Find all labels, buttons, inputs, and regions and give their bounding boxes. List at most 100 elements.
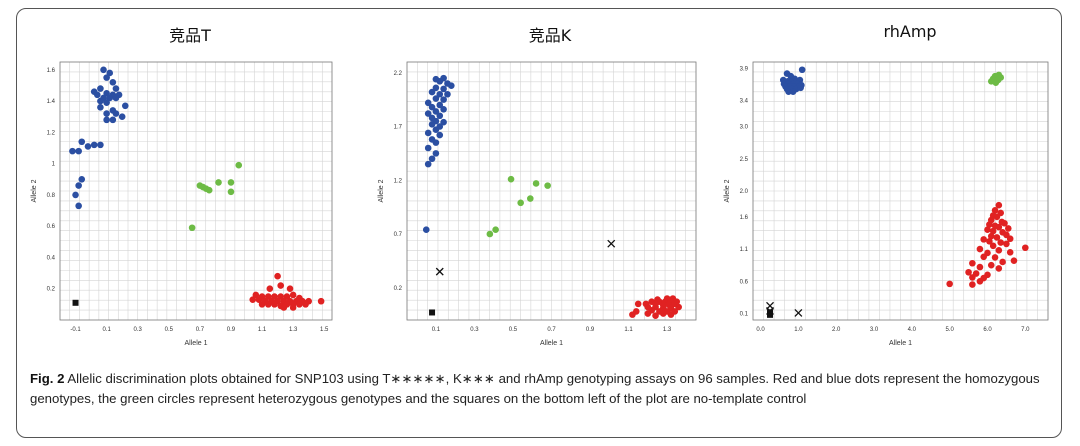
data-point-red — [997, 239, 1005, 246]
figure-frame — [16, 8, 1062, 438]
data-point-blue — [428, 121, 436, 128]
data-point-red — [976, 278, 984, 285]
data-point-blue — [432, 126, 440, 134]
data-point-red — [993, 234, 1001, 241]
data-point-green — [492, 226, 499, 233]
data-point-red — [280, 304, 288, 311]
data-point-red — [264, 301, 272, 308]
ntc-square-marker — [429, 309, 436, 316]
x-tick-label: 0.0 — [756, 327, 765, 333]
x-tick-label: -0.1 — [70, 327, 81, 333]
x-tick-label: 1.1 — [624, 327, 633, 333]
data-point-blue — [103, 116, 110, 124]
data-point-red — [986, 238, 993, 245]
panel-title-2: 竞品K — [528, 26, 572, 45]
data-point-blue — [424, 129, 432, 137]
x-tick-label: 0.5 — [509, 327, 518, 333]
y-tick-label: 0.2 — [47, 287, 56, 293]
x-axis-label: Allele 1 — [185, 340, 208, 347]
data-point-red — [667, 311, 675, 318]
data-point-blue — [84, 143, 92, 150]
data-point-red — [995, 201, 1003, 209]
data-point-green — [227, 179, 235, 186]
data-point-blue — [100, 66, 107, 74]
data-point-blue — [69, 147, 76, 155]
y-tick-label: 3.9 — [740, 66, 749, 72]
data-point-green — [188, 224, 196, 232]
data-point-red — [283, 293, 291, 300]
data-point-red — [980, 236, 988, 243]
data-point-red — [249, 296, 257, 303]
y-tick-label: 1.7 — [394, 125, 403, 131]
data-point-red — [277, 282, 285, 289]
data-point-blue — [112, 85, 120, 92]
data-point-blue — [121, 102, 129, 110]
figure-label: Fig. 2 — [30, 371, 65, 386]
data-point-red — [274, 272, 281, 280]
x-tick-label: 2.0 — [832, 327, 841, 333]
data-point-red — [289, 304, 297, 311]
data-point-blue — [428, 155, 436, 163]
data-point-blue — [90, 141, 98, 149]
data-point-red — [652, 312, 659, 320]
x-tick-label: 1.3 — [663, 327, 672, 333]
data-point-green — [235, 161, 243, 169]
panel-title-3: rhAmp — [883, 22, 937, 41]
data-point-blue — [422, 226, 430, 233]
data-point-blue — [103, 74, 110, 81]
data-point-green — [507, 175, 515, 183]
data-point-blue — [103, 99, 110, 106]
x-marker — [794, 308, 803, 317]
y-axis-label: Allele 2 — [378, 179, 385, 202]
data-point-red — [277, 293, 285, 300]
caption-text: Allelic discrimination plots obtained fo… — [30, 371, 1040, 406]
x-tick-label: 4.0 — [908, 327, 917, 333]
data-point-blue — [103, 110, 110, 117]
y-tick-label: 1.4 — [47, 99, 56, 105]
x-tick-label: 0.9 — [227, 327, 236, 333]
data-point-red — [289, 291, 297, 299]
data-point-red — [634, 300, 642, 308]
data-point-blue — [436, 78, 444, 85]
data-point-red — [946, 280, 953, 288]
data-point-red — [976, 263, 984, 271]
data-point-blue — [72, 191, 79, 199]
data-point-red — [1006, 248, 1014, 256]
data-point-red — [675, 303, 682, 311]
y-tick-label: 2.2 — [394, 71, 403, 77]
data-point-blue — [432, 95, 440, 102]
data-point-blue — [797, 84, 804, 92]
data-point-blue — [97, 104, 104, 111]
data-point-green — [205, 186, 213, 194]
data-point-blue — [112, 94, 120, 102]
data-point-blue — [436, 112, 444, 120]
data-point-red — [969, 259, 976, 267]
data-point-green — [527, 195, 534, 202]
ntc-square-marker — [767, 311, 774, 318]
x-tick-label: 0.9 — [586, 327, 595, 333]
data-point-green — [517, 199, 524, 207]
data-point-red — [271, 301, 278, 308]
data-point-red — [252, 291, 260, 299]
data-point-blue — [109, 116, 117, 124]
y-axis-label: Allele 2 — [724, 179, 731, 202]
x-tick-label: 3.0 — [870, 327, 879, 333]
data-point-red — [286, 285, 294, 293]
x-tick-label: 0.1 — [432, 327, 441, 333]
x-tick-label: 1.1 — [258, 327, 267, 333]
data-point-blue — [424, 99, 432, 107]
data-point-green — [227, 188, 235, 196]
data-point-red — [1010, 257, 1018, 264]
y-tick-label: 0.2 — [394, 286, 403, 292]
data-point-red — [991, 207, 999, 214]
panel-title-1: 竞品T — [169, 26, 211, 45]
data-point-red — [266, 285, 274, 293]
data-point-blue — [118, 113, 126, 121]
data-point-red — [984, 226, 991, 233]
data-point-blue — [75, 147, 82, 155]
data-point-red — [986, 221, 993, 228]
data-point-blue — [785, 88, 792, 95]
data-point-red — [976, 245, 984, 253]
y-tick-label: 0.1 — [740, 312, 749, 318]
